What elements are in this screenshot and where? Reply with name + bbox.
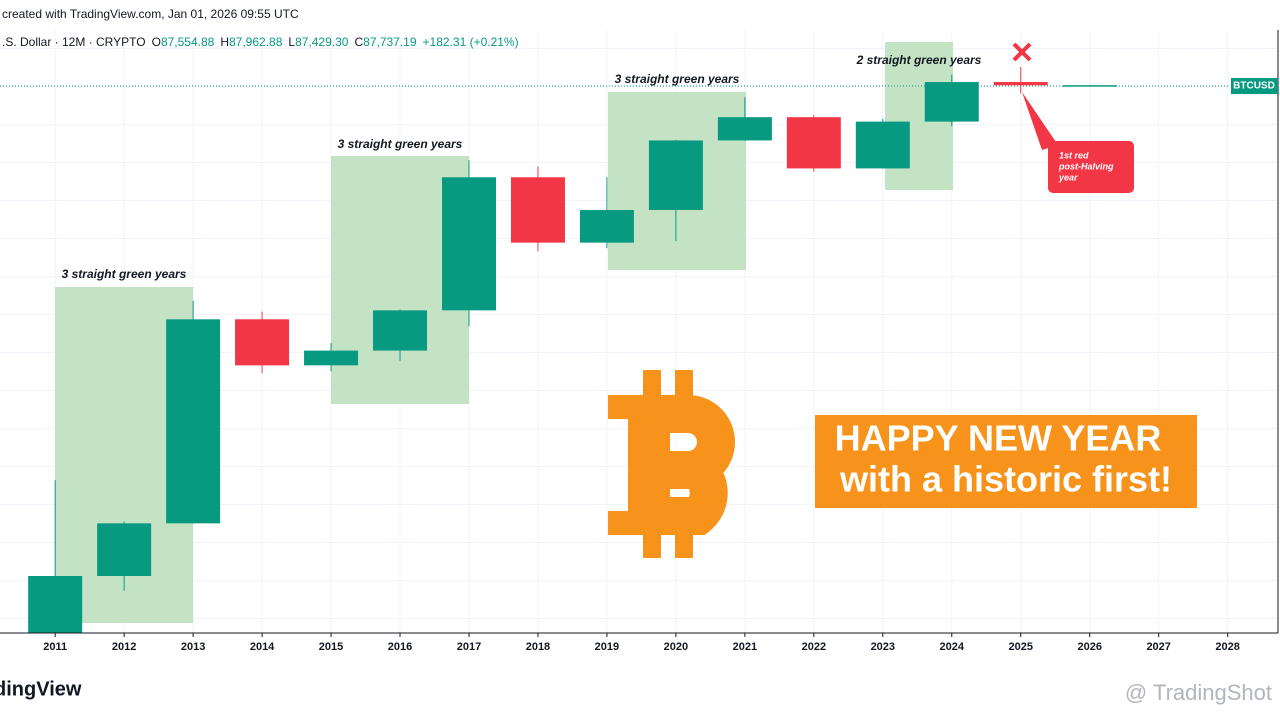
symbol: .S. Dollar · 12M · CRYPTO [2, 35, 146, 49]
candle-body [97, 523, 152, 576]
x-tick-label: 2022 [802, 641, 826, 653]
x-tick-label: 2024 [940, 641, 965, 653]
banner [815, 415, 1197, 508]
x-tick-label: 2018 [526, 641, 550, 653]
x-tick-label: 2027 [1146, 641, 1170, 653]
banner-text: HAPPY NEW YEAR [835, 418, 1162, 459]
bitcoin-logo [608, 370, 735, 558]
x-tick-label: 2014 [250, 641, 275, 653]
watermark: @ TradingShot [1125, 680, 1272, 705]
symbol-line: .S. Dollar · 12M · CRYPTO O87,554.88 H87,9… [2, 35, 519, 49]
x-tick-label: 2021 [733, 641, 757, 653]
annotation: 3 straight green years [338, 137, 463, 151]
ohlc-letter: C [354, 35, 363, 49]
candle-body [441, 177, 496, 311]
x-tick-label: 2013 [181, 641, 205, 653]
candle-body [304, 350, 359, 366]
candle-body [924, 82, 979, 122]
candle-body [235, 319, 290, 366]
x-tick-label: 2015 [319, 641, 343, 653]
ohlc-letter: H [220, 35, 229, 49]
candle-body [510, 177, 565, 243]
candle-body [579, 210, 634, 243]
annotation: 3 straight green years [62, 267, 187, 281]
callout-text: 1st red [1059, 150, 1089, 160]
candle-body [855, 121, 910, 169]
x-tick-label: 2017 [457, 641, 481, 653]
callout-text: year [1058, 172, 1078, 182]
x-tick-label: 2019 [595, 641, 619, 653]
ohlc-letter: L [288, 35, 295, 49]
ohlc-letter: O [152, 35, 161, 49]
change: +182.31 (+0.21%) [423, 35, 519, 49]
x-tick-label: 2011 [43, 641, 67, 653]
candle-body [28, 575, 83, 633]
x-tick-label: 2025 [1009, 641, 1033, 653]
ohlc-value: 87,737.19 [363, 35, 417, 49]
ohlc-value: 87,429.30 [295, 35, 349, 49]
candle-body [648, 140, 703, 211]
banner-text: with a historic first! [839, 459, 1172, 500]
x-tick-label: 2028 [1215, 641, 1239, 653]
callout-text: post-Halving [1058, 161, 1114, 171]
created-text: created with TradingView.com, Jan 01, 20… [2, 7, 299, 21]
candle-body [373, 310, 428, 351]
candle-body [1062, 85, 1117, 87]
candle-body [786, 117, 841, 169]
annotation: 2 straight green years [856, 53, 982, 67]
annotation: 3 straight green years [615, 72, 740, 86]
x-tick-label: 2026 [1077, 641, 1101, 653]
ohlc-value: 87,962.88 [229, 35, 283, 49]
price-label-box [1231, 78, 1278, 94]
callout: 1st red post-Halving year [1022, 92, 1134, 193]
red-x [1012, 42, 1032, 62]
ohlc-value: 87,554.88 [161, 35, 215, 49]
candle-body [166, 319, 221, 524]
candle-body [717, 117, 772, 141]
x-tick-label: 2023 [871, 641, 895, 653]
price-label: BTCUSD [1233, 81, 1275, 92]
x-tick-label: 2012 [112, 641, 136, 653]
x-tick-label: 2016 [388, 641, 412, 653]
logo: TradingView [0, 678, 82, 700]
candle-body [993, 82, 1048, 86]
x-tick-label: 2020 [664, 641, 688, 653]
